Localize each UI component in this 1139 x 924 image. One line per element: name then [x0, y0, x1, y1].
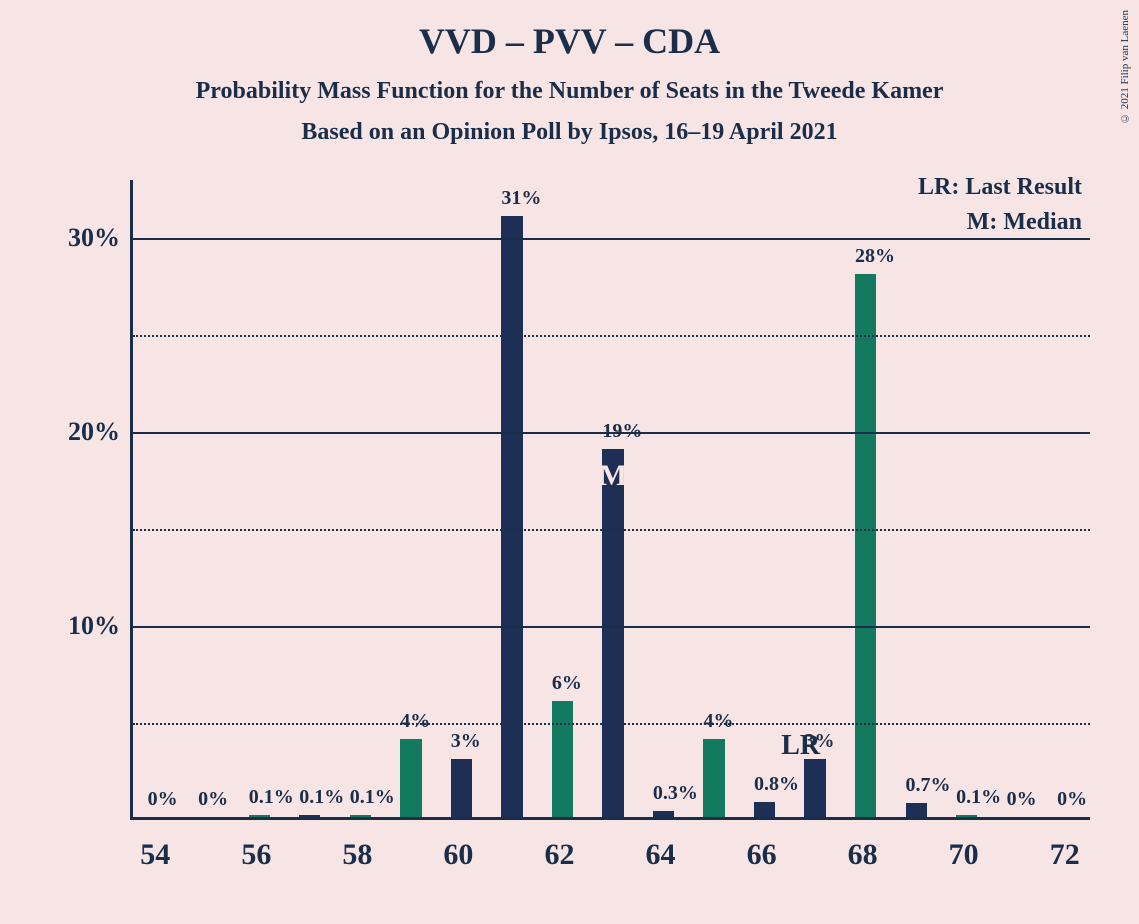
y-tick-label: 30% — [68, 223, 120, 253]
x-tick-label: 68 — [848, 838, 878, 872]
bar-value-label: 0% — [1057, 788, 1078, 817]
bar: 6% — [552, 701, 573, 817]
bars-container: 0% 0% 0.1% 0.1% 0.1% 4% 3% 31% 6% 19%M 0.3% 4% 0.8%L… — [133, 180, 1090, 817]
gridline-major — [133, 432, 1090, 434]
x-tick-label: 60 — [443, 838, 473, 872]
bar-value-label: 0.1% — [350, 786, 371, 815]
gridline-major — [133, 626, 1090, 628]
bar: 0.1% — [299, 815, 320, 817]
y-tick-label: 20% — [68, 417, 120, 447]
x-tick-label: 54 — [140, 838, 170, 872]
bar: 28% — [855, 274, 876, 817]
bar: 31% — [501, 216, 522, 817]
y-axis: 10% 20% 30% — [60, 180, 130, 880]
bar: 0.1% — [956, 815, 977, 817]
bar-value-label: 0.3% — [653, 782, 674, 811]
bar-value-label: 0% — [148, 788, 169, 817]
copyright-text: © 2021 Filip van Laenen — [1119, 10, 1131, 124]
chart-subtitle-2: Based on an Opinion Poll by Ipsos, 16–19… — [0, 105, 1139, 146]
bar: 4% — [400, 739, 421, 817]
chart-subtitle-1: Probability Mass Function for the Number… — [0, 62, 1139, 105]
x-axis: 54 56 58 60 62 64 66 68 70 72 — [130, 828, 1090, 878]
bar: 0.8% — [754, 802, 775, 818]
plot-area: LR: Last Result M: Median 0%0%0.1%0.1%0.… — [130, 180, 1090, 820]
bar-value-label: 0.8% — [754, 773, 775, 802]
chart-area: 10%20%30% LR: Last Result M: Median 0%0%… — [60, 180, 1100, 880]
bar: 0.1% — [249, 815, 270, 817]
x-tick-label: 58 — [342, 838, 372, 872]
median-marker: M — [599, 459, 627, 493]
gridline-major — [133, 238, 1090, 240]
gridline-minor — [133, 529, 1090, 531]
bar-value-label: 0% — [1007, 788, 1028, 817]
x-tick-label: 64 — [646, 838, 676, 872]
x-tick-label: 56 — [241, 838, 271, 872]
x-tick-label: 62 — [544, 838, 574, 872]
bar: 4% — [703, 739, 724, 817]
bar: 0.1% — [350, 815, 371, 817]
bar-value-label: 0.1% — [249, 786, 270, 815]
bar-value-label: 28% — [855, 245, 876, 274]
bar-value-label: 3% — [804, 730, 825, 759]
bar-value-label: 0.1% — [956, 786, 977, 815]
gridline-minor — [133, 335, 1090, 337]
bar-value-label: 31% — [501, 187, 522, 216]
x-tick-label: 70 — [949, 838, 979, 872]
bar-value-label: 3% — [451, 730, 472, 759]
bar: 0.3% — [653, 811, 674, 817]
gridline-minor — [133, 723, 1090, 725]
bar-value-label: 0.7% — [906, 774, 927, 803]
bar: 19% — [602, 449, 623, 817]
x-tick-label: 66 — [747, 838, 777, 872]
bar: 3% — [451, 759, 472, 817]
y-tick-label: 10% — [68, 611, 120, 641]
bar-value-label: 0% — [198, 788, 219, 817]
bar-value-label: 6% — [552, 672, 573, 701]
bar: 3% — [804, 759, 825, 817]
chart-title: VVD – PVV – CDA — [0, 0, 1139, 62]
bar-value-label: 0.1% — [299, 786, 320, 815]
bar: 0.7% — [906, 803, 927, 817]
x-tick-label: 72 — [1050, 838, 1080, 872]
